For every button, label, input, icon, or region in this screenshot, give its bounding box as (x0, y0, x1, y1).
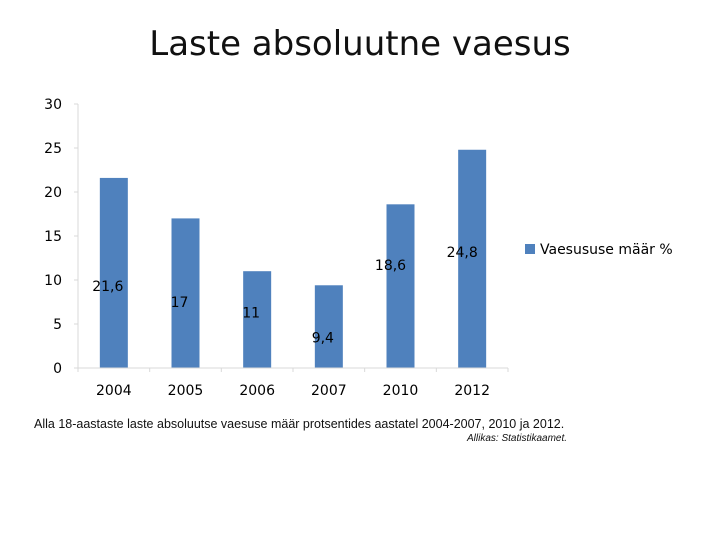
legend-swatch (525, 244, 535, 254)
x-tick-label: 2007 (311, 383, 347, 399)
x-tick-label: 2010 (383, 383, 419, 399)
slide-title: Laste absoluutne vaesus (149, 24, 571, 64)
x-tick-label: 2005 (168, 383, 204, 399)
x-tick-label: 2004 (96, 383, 132, 399)
data-label: 21,6 (92, 279, 123, 295)
data-label: 24,8 (447, 245, 478, 261)
x-axis: 2004 2005 2006 2007 2010 2012 (77, 367, 509, 399)
chart-caption: Alla 18-aastaste laste absoluutse vaesus… (34, 417, 565, 431)
y-tick-label: 10 (44, 273, 62, 289)
bars (99, 149, 487, 368)
y-tick-label: 5 (53, 317, 62, 333)
bar-2010 (386, 204, 415, 368)
bar-chart: 0 5 10 15 20 25 30 2004 2005 2006 2007 2010 2012 21… (44, 97, 673, 399)
legend: Vaesususe määr % (525, 242, 673, 258)
y-tick-label: 25 (44, 141, 62, 157)
bar-2005 (171, 218, 200, 368)
data-label: 9,4 (312, 331, 334, 347)
data-label: 11 (242, 306, 260, 322)
legend-label: Vaesususe määr % (540, 242, 673, 258)
y-tick-label: 15 (44, 229, 62, 245)
bar-2012 (458, 149, 487, 368)
y-axis: 0 5 10 15 20 25 30 (44, 97, 79, 377)
data-label: 18,6 (375, 258, 406, 274)
data-label: 17 (171, 295, 189, 311)
bar-2004 (99, 177, 128, 368)
source-note: Allikas: Statistikaamet. (467, 433, 568, 444)
bar-2007 (314, 285, 343, 368)
y-tick-label: 0 (53, 361, 62, 377)
y-tick-label: 30 (44, 97, 62, 113)
x-tick-label: 2006 (239, 383, 275, 399)
y-tick-label: 20 (44, 185, 62, 201)
bar-2006 (243, 271, 272, 368)
data-labels: 21,6 17 11 9,4 18,6 24,8 (92, 245, 478, 347)
x-tick-label: 2012 (454, 383, 490, 399)
